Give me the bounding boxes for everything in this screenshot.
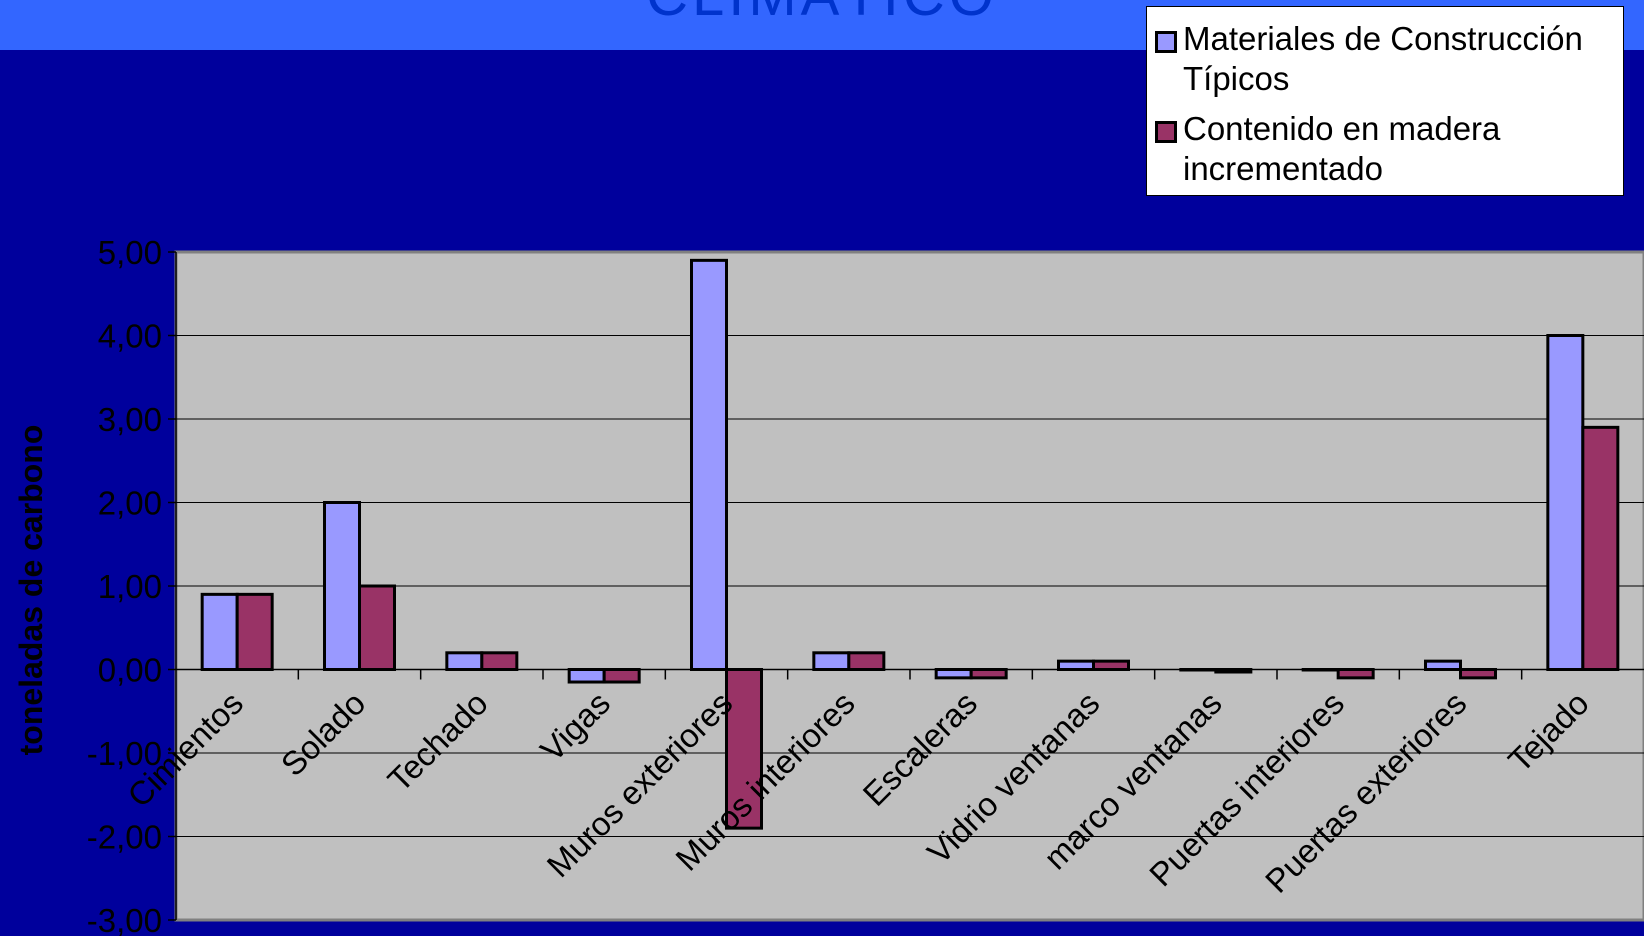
y-tick-label: -2,00 — [87, 819, 162, 856]
bar-2 — [602, 668, 641, 684]
bar-2 — [847, 651, 886, 671]
bar-1 — [1424, 659, 1462, 672]
bar-2 — [1459, 668, 1497, 680]
bar-2 — [480, 651, 519, 671]
y-tick-label: -1,00 — [87, 735, 162, 772]
bar-2 — [969, 668, 1008, 680]
bar-1 — [200, 592, 239, 671]
y-axis-title: toneladas de carbono — [13, 425, 49, 756]
legend-label-series-1: Materiales de Construcción Típicos — [1183, 20, 1583, 97]
bar-2 — [235, 592, 274, 671]
bar-1 — [690, 258, 728, 671]
y-tick-label: -3,00 — [87, 902, 162, 936]
bar-1 — [934, 668, 973, 680]
chart-legend: Materiales de Construcción Típicos Conte… — [1146, 6, 1624, 196]
bar-1 — [445, 651, 484, 671]
legend-item-series-2: Contenido en madera incrementado — [1155, 109, 1611, 189]
y-tick-label: 4,00 — [98, 318, 162, 355]
slide-title: CLIMÁTICO — [0, 0, 1644, 26]
bar-2 — [1336, 668, 1375, 680]
y-tick-label: 5,00 — [98, 234, 162, 271]
bar-1 — [812, 651, 851, 671]
legend-label-series-2: Contenido en madera incrementado — [1183, 110, 1501, 187]
bar-2 — [725, 668, 763, 830]
legend-item-series-1: Materiales de Construcción Típicos — [1155, 19, 1611, 99]
y-tick-label: 3,00 — [98, 401, 162, 438]
y-tick-label: 1,00 — [98, 568, 162, 605]
y-tick-label: 0,00 — [98, 652, 162, 689]
bar-2 — [358, 584, 396, 671]
bar-2 — [1092, 659, 1130, 672]
bar-2 — [1581, 425, 1620, 671]
legend-swatch-series-1 — [1155, 31, 1177, 53]
bar-1 — [323, 501, 361, 671]
bar-1 — [1546, 334, 1585, 671]
legend-swatch-series-2 — [1155, 121, 1177, 143]
y-tick-label: 2,00 — [98, 485, 162, 522]
bar-1 — [567, 668, 606, 684]
bar-1 — [1057, 659, 1095, 672]
